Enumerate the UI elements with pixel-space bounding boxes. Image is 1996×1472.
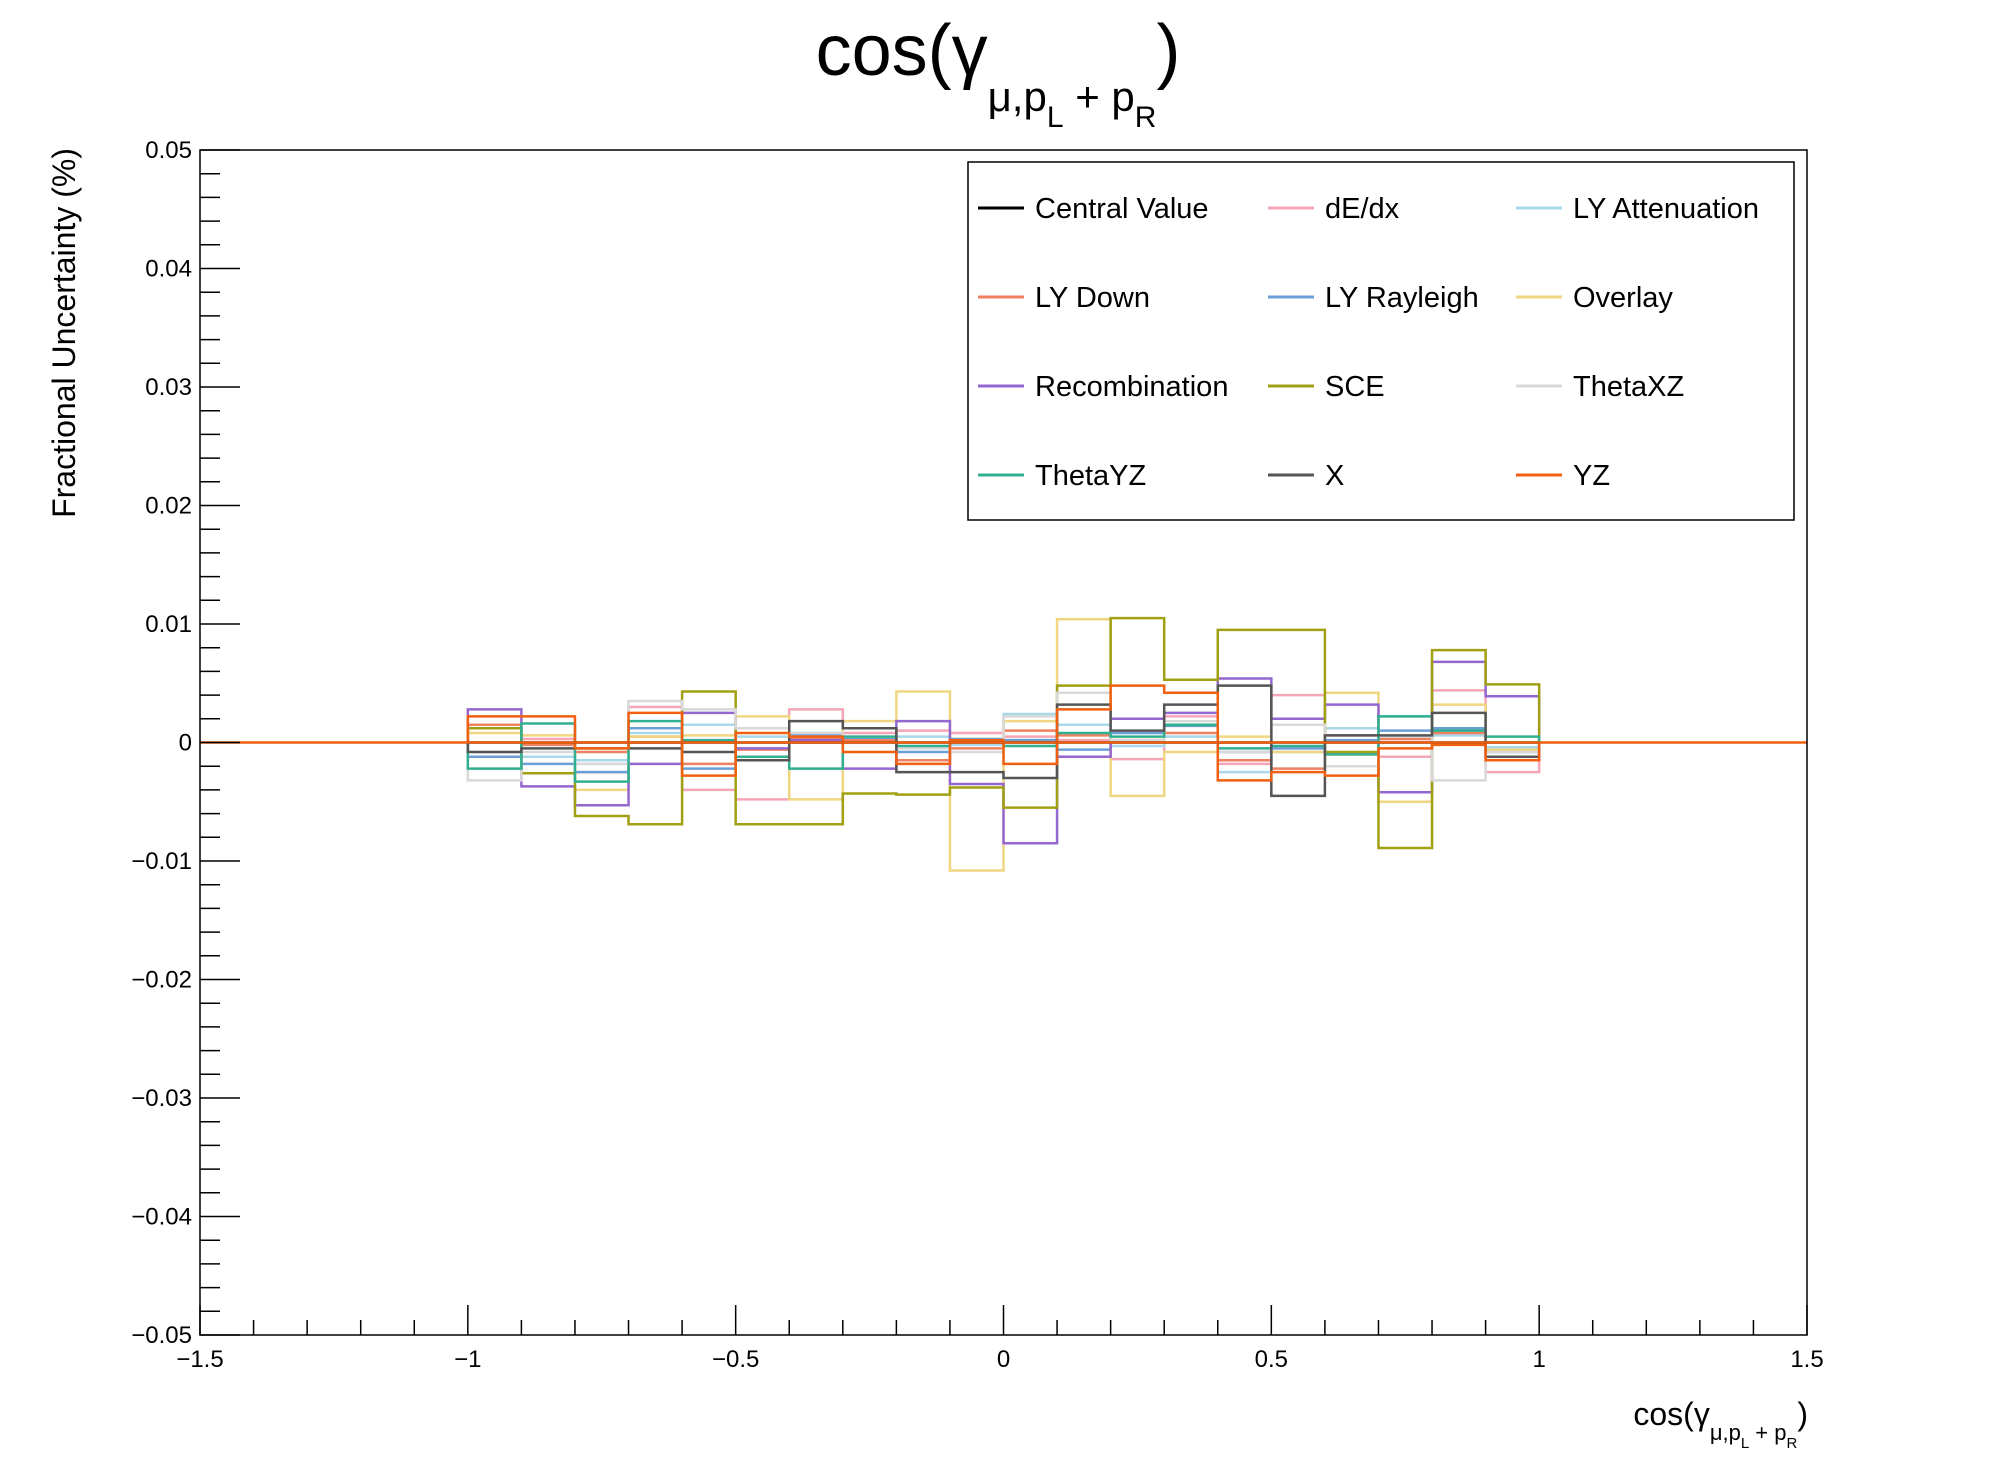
x-tick-label: 1 bbox=[1532, 1346, 1545, 1373]
x-tick-label: −1 bbox=[454, 1346, 481, 1373]
y-tick-label: 0.05 bbox=[145, 137, 192, 164]
legend-label: ThetaXZ bbox=[1573, 371, 1684, 403]
legend-label: YZ bbox=[1573, 460, 1610, 492]
legend-label: dE/dx bbox=[1325, 193, 1400, 225]
y-tick-label: −0.05 bbox=[131, 1322, 192, 1349]
y-tick-label: 0.02 bbox=[145, 493, 192, 520]
legend-label: Overlay bbox=[1573, 282, 1673, 314]
x-tick-label: −0.5 bbox=[712, 1346, 759, 1373]
y-tick-label: 0.04 bbox=[145, 256, 192, 283]
legend-label: X bbox=[1325, 460, 1344, 492]
y-axis-title: Fractional Uncertainty (%) bbox=[46, 148, 82, 518]
y-tick-label: 0 bbox=[179, 730, 192, 757]
legend: Central Value dE/dx LY Attenuation LY Down L… bbox=[967, 161, 1795, 521]
y-tick-label: −0.04 bbox=[131, 1204, 192, 1231]
y-tick-label: 0.03 bbox=[145, 374, 192, 401]
x-tick-label: −1.5 bbox=[176, 1346, 223, 1373]
x-axis-title: cos(γμ,pL + pR) bbox=[1633, 1396, 1808, 1452]
legend-label: LY Down bbox=[1035, 282, 1150, 314]
series-line-yz bbox=[466, 684, 1541, 782]
x-tick-label: 1.5 bbox=[1790, 1346, 1823, 1373]
legend-label: Central Value bbox=[1035, 193, 1209, 225]
y-tick-label: −0.01 bbox=[131, 848, 192, 875]
x-tick-label: 0.5 bbox=[1255, 1346, 1288, 1373]
legend-box bbox=[967, 161, 1795, 521]
legend-label: LY Attenuation bbox=[1573, 193, 1759, 225]
legend-label: SCE bbox=[1325, 371, 1385, 403]
axis-ticks: −1.5 −1 −0.5 0 0.5 1 1.5 0.05 0.04 0.03 0.02 0.01 0 −… bbox=[131, 137, 1823, 1373]
series-line-sce bbox=[466, 616, 1541, 850]
legend-label: Recombination bbox=[1035, 371, 1228, 403]
plot-frame bbox=[199, 149, 1808, 1336]
y-tick-label: −0.02 bbox=[131, 967, 192, 994]
x-tick-label: 0 bbox=[997, 1346, 1010, 1373]
chart-title: cos(γμ,pL + pR) bbox=[816, 11, 1181, 134]
legend-label: LY Rayleigh bbox=[1325, 282, 1479, 314]
legend-label: ThetaYZ bbox=[1035, 460, 1146, 492]
plot-area bbox=[200, 616, 1807, 872]
y-tick-label: 0.01 bbox=[145, 611, 192, 638]
y-tick-label: −0.03 bbox=[131, 1085, 192, 1112]
